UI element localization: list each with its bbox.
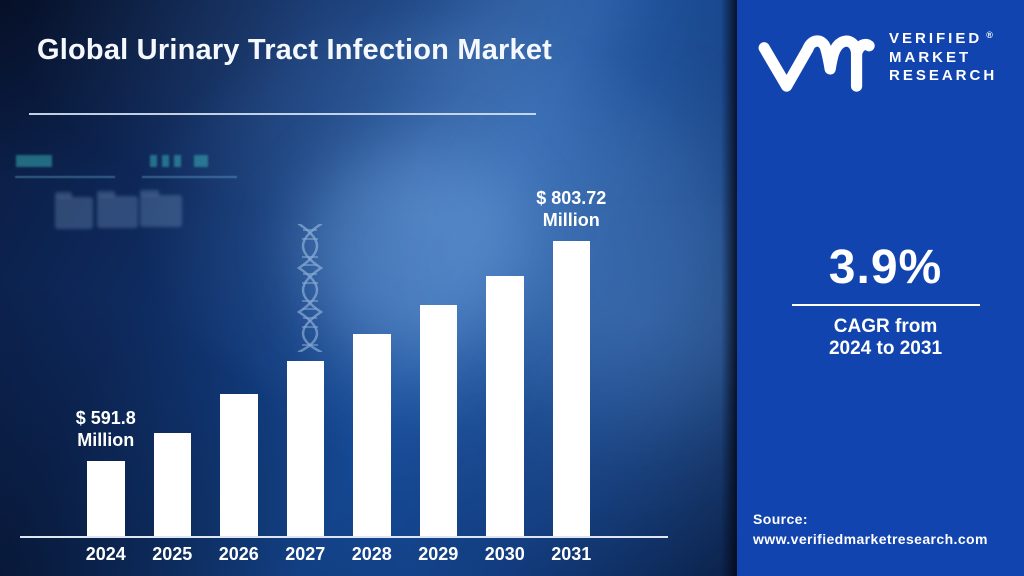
- folder-shape: [97, 191, 138, 228]
- x-tick-label: 2029: [418, 544, 459, 564]
- background-screen-text: [16, 155, 52, 167]
- x-tick-label: 2026: [218, 544, 259, 564]
- bar-2026: [220, 394, 258, 536]
- bar-2024: [87, 461, 125, 536]
- bar-value-label: $ 591.8 Million: [75, 408, 136, 450]
- vmr-logo: VERIFIED ® MARKET RESEARCH: [753, 25, 997, 94]
- folder-shape: [55, 192, 93, 229]
- x-tick-label: 2025: [152, 544, 193, 564]
- cagr-value: 3.9%: [828, 241, 943, 294]
- x-axis-line: [20, 536, 668, 538]
- background-screen-text: [162, 155, 169, 167]
- source-label: Source:: [753, 511, 808, 527]
- page-title: Global Urinary Tract Infection Market: [37, 34, 553, 66]
- brand-name-line: RESEARCH: [889, 67, 998, 84]
- source-block: Source: www.verifiedmarketresearch.com: [753, 509, 988, 549]
- bar-2031: [552, 241, 590, 536]
- background-divider-line: [142, 176, 237, 178]
- bar-2025: [153, 432, 191, 536]
- x-tick-label: 2027: [285, 544, 326, 564]
- cagr-caption-line: 2024 to 2031: [828, 338, 943, 359]
- bar-2028: [353, 334, 391, 536]
- x-tick-label: 2028: [351, 544, 392, 564]
- background-screen-text: [194, 155, 208, 167]
- brand-panel: VERIFIED ® MARKET RESEARCH 3.9% CAGR from…: [737, 0, 1024, 576]
- brand-name: VERIFIED ® MARKET RESEARCH: [889, 30, 997, 85]
- x-tick-label: 2024: [85, 544, 126, 564]
- dna-helix-icon: [296, 224, 324, 352]
- background-screen-text: [174, 155, 181, 167]
- background-screen-text: [150, 155, 157, 167]
- brand-name-line: VERIFIED ®: [889, 30, 993, 47]
- bar-chart: 2024 2025 2026 2027 2028 2029 2030 2031 $ 591.8 M…: [20, 188, 668, 564]
- chart-panel: Global Urinary Tract Infection Market 20…: [0, 0, 737, 576]
- bar-2027: [286, 361, 324, 536]
- source-url[interactable]: www.verifiedmarketresearch.com: [753, 531, 988, 547]
- x-tick-label: 2031: [551, 544, 592, 564]
- background-divider-line: [15, 176, 115, 178]
- cagr-divider: [791, 304, 980, 306]
- brand-name-line: MARKET: [889, 49, 972, 66]
- bar-2029: [419, 305, 457, 536]
- registered-mark: ®: [986, 30, 993, 40]
- x-tick-label: 2030: [484, 544, 525, 564]
- cagr-block: 3.9% CAGR from 2024 to 2031: [747, 240, 1024, 360]
- bar-2030: [486, 276, 524, 536]
- title-underline: [29, 113, 536, 115]
- vmr-monogram-icon: [758, 35, 875, 92]
- cagr-caption-line: CAGR from: [833, 316, 938, 337]
- bar-value-label: $ 803.72 Million: [536, 188, 607, 230]
- folder-shape: [140, 190, 182, 227]
